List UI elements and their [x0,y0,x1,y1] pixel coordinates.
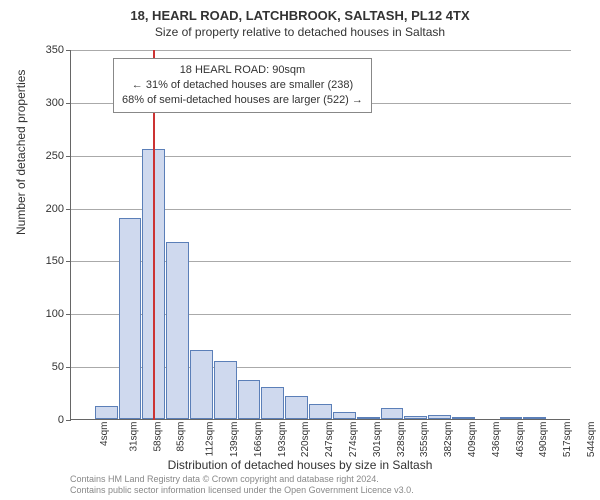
xtick-label: 31sqm [128,422,139,452]
footer-line: Contains public sector information licen… [70,485,414,496]
ytick-mark [66,50,71,51]
annotation-line: 18 HEARL ROAD: 90sqm [122,63,363,78]
chart-title: 18, HEARL ROAD, LATCHBROOK, SALTASH, PL1… [0,0,600,23]
ytick-label: 300 [24,97,64,109]
histogram-bar [333,412,356,419]
annotation-line: ← 31% of detached houses are smaller (23… [122,78,363,93]
ytick-label: 50 [24,361,64,373]
xtick-label: 463sqm [515,422,526,458]
xtick-label: 490sqm [539,422,550,458]
xtick-label: 247sqm [324,422,335,458]
plot-region: 0501001502002503003504sqm31sqm58sqm85sqm… [70,50,570,420]
ytick-mark [66,420,71,421]
xtick-label: 112sqm [204,422,215,457]
xtick-label: 166sqm [253,422,264,458]
histogram-bar [404,416,427,419]
ytick-mark [66,209,71,210]
annotation-box: 18 HEARL ROAD: 90sqm← 31% of detached ho… [113,58,372,113]
chart-subtitle: Size of property relative to detached ho… [0,23,600,39]
gridline [71,50,571,51]
xtick-label: 436sqm [491,422,502,458]
ytick-mark [66,261,71,262]
ytick-mark [66,103,71,104]
histogram-bar [309,404,332,419]
xtick-label: 139sqm [229,422,240,458]
histogram-bar [166,242,189,419]
ytick-label: 100 [24,308,64,320]
histogram-bar [119,218,142,419]
xtick-label: 328sqm [396,422,407,458]
histogram-bar [381,408,404,419]
histogram-bar [285,396,308,419]
ytick-mark [66,314,71,315]
xtick-label: 4sqm [99,422,110,446]
xtick-label: 301sqm [372,422,383,458]
histogram-bar [523,417,546,419]
xtick-label: 355sqm [420,422,431,458]
xtick-label: 517sqm [562,422,573,458]
xtick-label: 220sqm [300,422,311,458]
xtick-label: 58sqm [152,422,163,452]
annotation-line: 68% of semi-detached houses are larger (… [122,93,363,108]
xtick-label: 85sqm [176,422,187,452]
histogram-bar [238,380,261,419]
ytick-mark [66,156,71,157]
histogram-bar [95,406,118,419]
ytick-label: 150 [24,255,64,267]
xtick-label: 409sqm [467,422,478,458]
histogram-bar [452,417,475,419]
chart-area: 0501001502002503003504sqm31sqm58sqm85sqm… [70,50,570,420]
histogram-bar [357,417,380,419]
ytick-mark [66,367,71,368]
xtick-label: 544sqm [586,422,597,458]
histogram-bar [500,417,523,419]
ytick-label: 250 [24,150,64,162]
histogram-bar [261,387,284,419]
ytick-label: 0 [24,414,64,426]
histogram-bar [190,350,213,419]
histogram-bar [214,361,237,419]
x-axis-label: Distribution of detached houses by size … [0,458,600,472]
xtick-label: 274sqm [348,422,359,458]
footer-attribution: Contains HM Land Registry data © Crown c… [70,474,414,496]
footer-line: Contains HM Land Registry data © Crown c… [70,474,414,485]
xtick-label: 193sqm [277,422,288,458]
ytick-label: 200 [24,203,64,215]
ytick-label: 350 [24,44,64,56]
histogram-bar [428,415,451,419]
xtick-label: 382sqm [443,422,454,458]
